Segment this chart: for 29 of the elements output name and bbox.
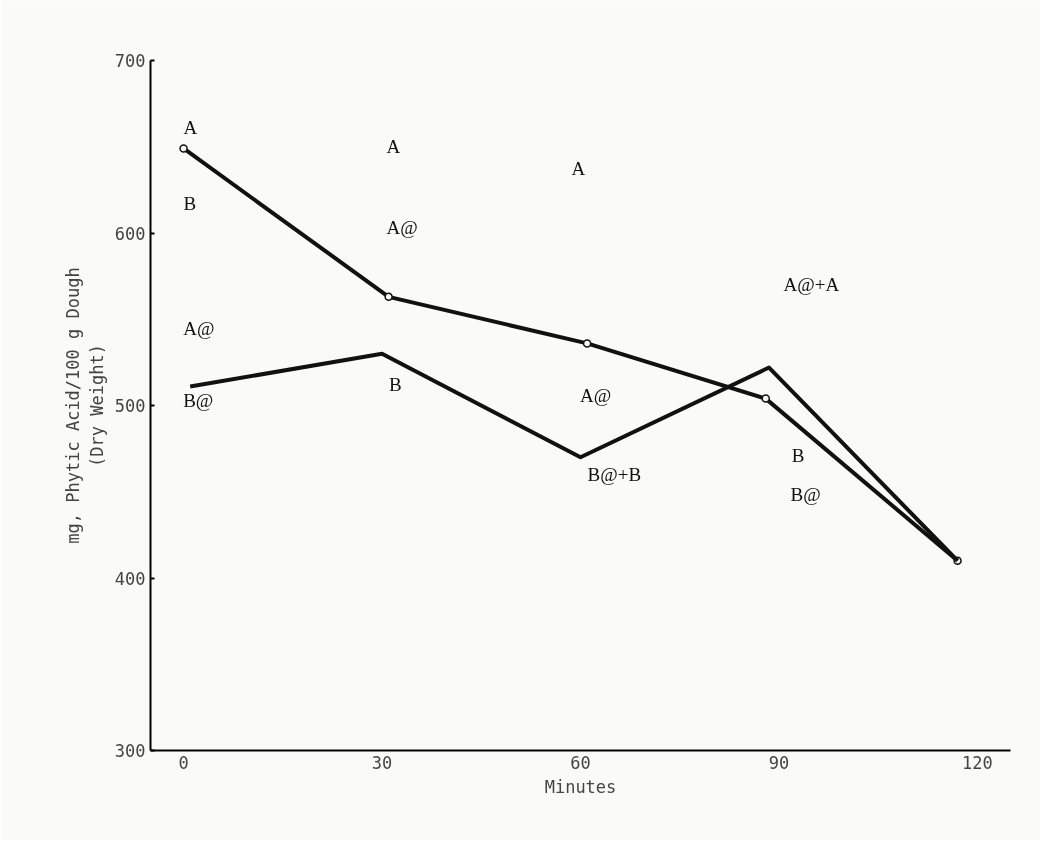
x-tick-label: 60 [570, 752, 591, 773]
x-tick-label: 0 [178, 752, 189, 773]
point [384, 292, 393, 302]
y-tick-label: 700 [114, 51, 146, 71]
annotation: B [389, 374, 402, 396]
point [761, 394, 770, 403]
annotation: A [183, 116, 198, 138]
annotation: B@ [183, 390, 214, 412]
annotation: A@+A [783, 274, 840, 295]
x-tick-label: 120 [962, 752, 993, 773]
y-tick-label: 600 [114, 223, 146, 244]
annotation: B [183, 192, 197, 214]
annotation: B [791, 445, 805, 467]
x-tick-label: 30 [371, 752, 393, 773]
y-axis-title: mg, Phytic Acid/100 g Dough (Dry Weight) [62, 267, 107, 544]
annotation: B@+B [587, 463, 642, 485]
point [179, 144, 188, 153]
x-tick-label: 90 [768, 752, 790, 773]
annotation: A@ [580, 384, 612, 406]
annotation: A@ [183, 318, 215, 340]
annotation: A@ [386, 217, 418, 238]
y-tick-label: 300 [114, 741, 146, 761]
annotation: B@ [790, 484, 821, 505]
y-tick-label: 500 [114, 396, 146, 416]
x-axis-title: Minutes [544, 776, 617, 797]
point [582, 339, 592, 348]
annotation: A [571, 158, 586, 179]
annotation: A [386, 136, 401, 157]
y-tick-label: 400 [114, 568, 146, 589]
